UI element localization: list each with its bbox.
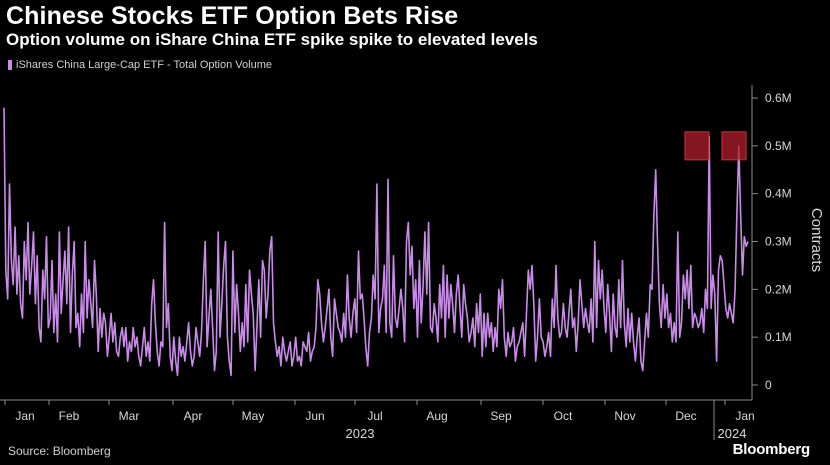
- bloomberg-logo: Bloomberg: [732, 441, 811, 458]
- series-line: [3, 107, 749, 377]
- source-note: Source: Bloomberg: [8, 444, 111, 458]
- x-tick-label: Jul: [367, 409, 382, 423]
- y-tick-label: 0: [765, 378, 772, 392]
- legend-swatch-icon: [8, 60, 12, 70]
- x-tick-label: Apr: [184, 409, 203, 423]
- x-tick-label: Mar: [119, 409, 140, 423]
- x-tick-label: May: [242, 409, 265, 423]
- x-tick-label: Aug: [426, 409, 447, 423]
- highlight-group: [684, 131, 747, 161]
- y-axis-label: Contracts: [808, 208, 825, 272]
- x-tick-label: Dec: [675, 409, 696, 423]
- x-year-label: 2023: [346, 426, 375, 441]
- y-tick-label: 0.5M: [765, 139, 792, 153]
- axes: 0 0.1M 0.2M 0.3M 0.4M 0.5M 0.6M Jan Feb Mar Apr May…: [0, 85, 792, 441]
- legend-label: iShares China Large-Cap ETF - Total Opti…: [16, 59, 272, 71]
- y-tick-label: 0.2M: [765, 282, 792, 296]
- legend: iShares China Large-Cap ETF - Total Opti…: [8, 59, 272, 71]
- y-tick-label: 0.6M: [765, 91, 792, 105]
- y-tick-label: 0.1M: [765, 330, 792, 344]
- x-tick-label: Oct: [554, 409, 573, 423]
- x-tick-label: Feb: [59, 409, 80, 423]
- y-tick-label: 0.3M: [765, 235, 792, 249]
- x-year-label: 2024: [718, 426, 747, 441]
- x-tick-label: Jan: [735, 409, 754, 423]
- chart-subtitle: Option volume on iShare China ETF spike …: [6, 30, 538, 49]
- x-tick-label: Sep: [490, 409, 512, 423]
- x-tick-label: Jun: [305, 409, 324, 423]
- chart-title: Chinese Stocks ETF Option Bets Rise: [6, 2, 459, 30]
- spike-highlight-box: [684, 131, 710, 161]
- series-group: [3, 107, 749, 377]
- x-tick-label: Nov: [614, 409, 635, 423]
- y-tick-label: 0.4M: [765, 187, 792, 201]
- spike-highlight-box: [721, 131, 747, 161]
- x-tick-label: Jan: [15, 409, 34, 423]
